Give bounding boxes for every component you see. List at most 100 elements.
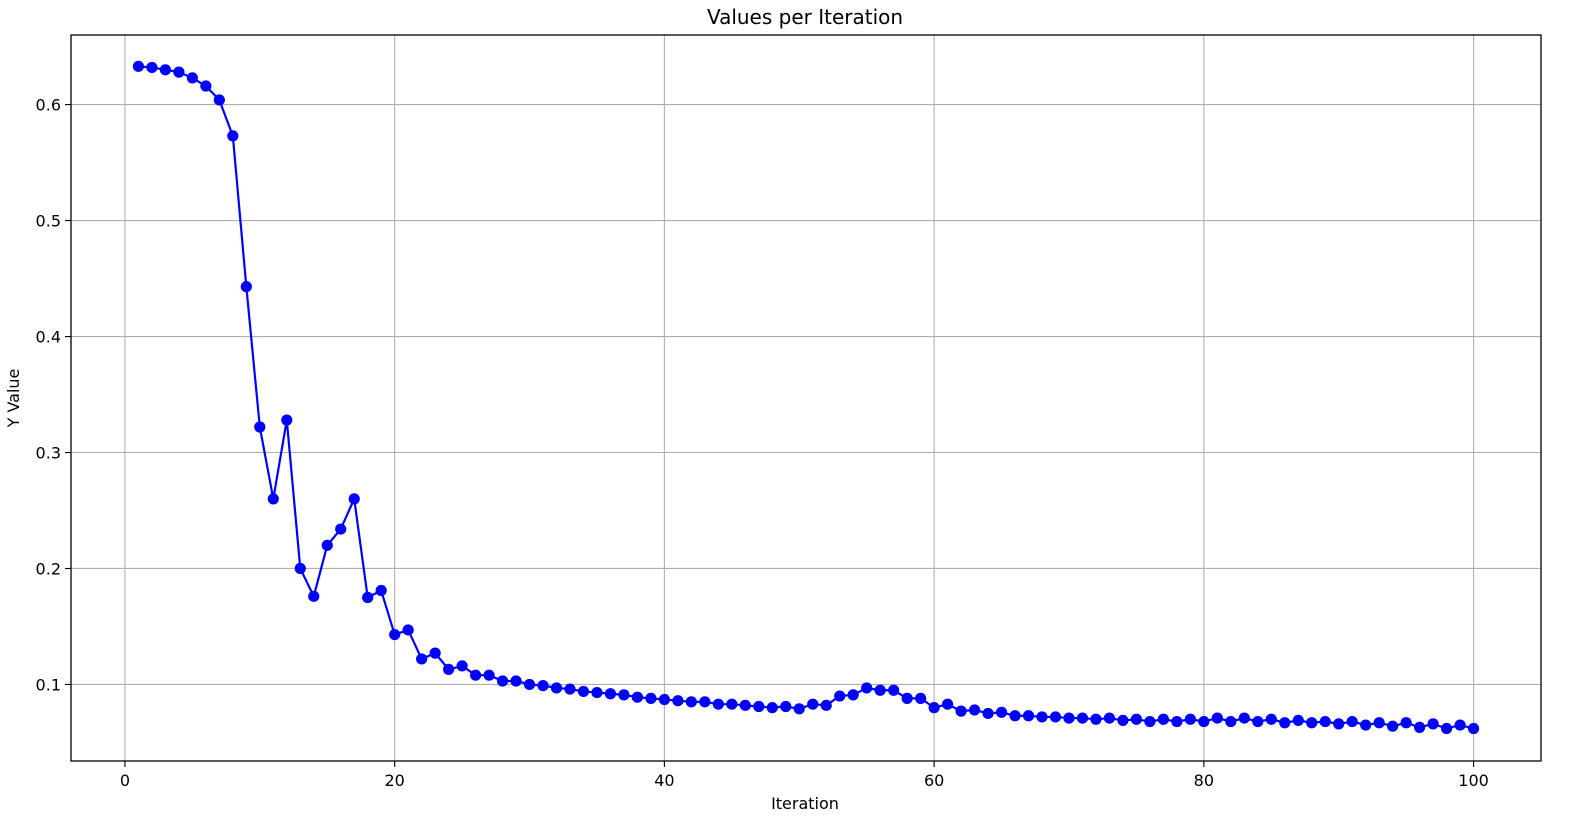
data-point	[1306, 717, 1318, 729]
data-point	[1441, 722, 1453, 735]
data-point	[1400, 717, 1412, 729]
data-point	[456, 660, 468, 672]
data-point	[267, 493, 279, 505]
data-point	[308, 590, 320, 602]
x-tick-label: 100	[1458, 771, 1489, 790]
data-point	[1292, 714, 1304, 727]
data-point	[173, 66, 185, 78]
data-point	[780, 700, 792, 713]
data-point	[834, 690, 846, 702]
data-point	[1130, 713, 1143, 725]
data-point	[1171, 715, 1183, 728]
data-point	[915, 692, 927, 704]
data-point	[874, 684, 886, 696]
data-point	[1103, 712, 1116, 724]
data-point	[321, 539, 333, 551]
data-point	[955, 705, 967, 717]
data-point	[1036, 711, 1048, 723]
data-point	[1198, 715, 1210, 728]
data-point	[1184, 713, 1196, 725]
data-point	[1387, 720, 1399, 732]
data-point	[726, 698, 738, 710]
data-point	[416, 653, 428, 665]
data-point	[537, 680, 549, 692]
data-point	[807, 698, 819, 710]
data-point	[132, 60, 145, 72]
data-point	[645, 692, 657, 704]
data-point	[281, 414, 293, 426]
data-point	[1467, 722, 1480, 735]
data-point	[159, 64, 171, 76]
data-point	[1238, 712, 1250, 724]
data-point	[1333, 718, 1345, 730]
data-point	[389, 628, 401, 641]
data-point	[888, 684, 900, 696]
data-point	[591, 686, 603, 699]
data-point	[766, 702, 778, 714]
data-point	[618, 689, 630, 701]
y-tick-label: 0.6	[36, 96, 61, 115]
data-point	[753, 700, 765, 713]
data-point	[1427, 718, 1439, 730]
data-point	[496, 675, 509, 687]
data-point	[739, 699, 751, 711]
data-point	[793, 703, 805, 715]
data-point	[483, 669, 495, 681]
data-point	[213, 94, 225, 106]
data-point	[146, 61, 158, 74]
chart-title: Values per Iteration	[707, 5, 903, 29]
data-point	[1265, 713, 1277, 725]
data-point	[847, 689, 859, 701]
data-point	[1373, 717, 1385, 729]
data-point	[699, 696, 711, 708]
data-point	[523, 678, 536, 691]
data-point	[254, 421, 266, 433]
data-point	[1225, 715, 1237, 728]
data-point	[550, 682, 563, 694]
series-line-group	[132, 60, 1480, 735]
x-tick-label: 0	[120, 771, 130, 790]
data-point	[1279, 717, 1291, 729]
data-point	[1063, 712, 1075, 724]
data-point	[1360, 719, 1372, 731]
y-tick-label: 0.5	[36, 212, 61, 231]
data-point	[861, 682, 873, 694]
data-point	[1211, 712, 1223, 724]
data-point	[1117, 714, 1129, 727]
data-point	[429, 647, 441, 659]
data-point	[1414, 721, 1426, 733]
data-point	[1157, 713, 1169, 725]
data-point	[942, 698, 954, 710]
data-point	[1022, 710, 1035, 722]
data-point	[1144, 715, 1156, 728]
grid-lines	[71, 35, 1541, 761]
data-point	[1319, 715, 1331, 728]
data-point	[685, 696, 697, 708]
data-point	[604, 688, 617, 700]
y-axis-label: Y Value	[4, 369, 23, 429]
x-tick-label: 60	[924, 771, 944, 790]
data-point	[928, 702, 940, 714]
series-line	[138, 65, 1474, 730]
data-point	[362, 591, 374, 604]
data-point	[227, 130, 239, 142]
data-point	[443, 663, 455, 675]
data-point	[240, 281, 252, 293]
data-point	[1252, 715, 1264, 728]
data-point	[982, 707, 994, 720]
data-point	[1346, 715, 1358, 728]
data-point	[820, 699, 832, 711]
data-point	[995, 706, 1008, 718]
x-axis-label: Iteration	[771, 794, 839, 813]
data-point	[1009, 710, 1021, 722]
data-point	[1090, 713, 1102, 725]
data-point	[901, 692, 913, 704]
y-tick-label: 0.4	[36, 328, 61, 347]
x-tick-label: 20	[384, 771, 404, 790]
x-tick-label: 40	[654, 771, 674, 790]
data-point	[375, 584, 387, 597]
data-point	[564, 683, 576, 695]
data-point	[1049, 711, 1062, 723]
